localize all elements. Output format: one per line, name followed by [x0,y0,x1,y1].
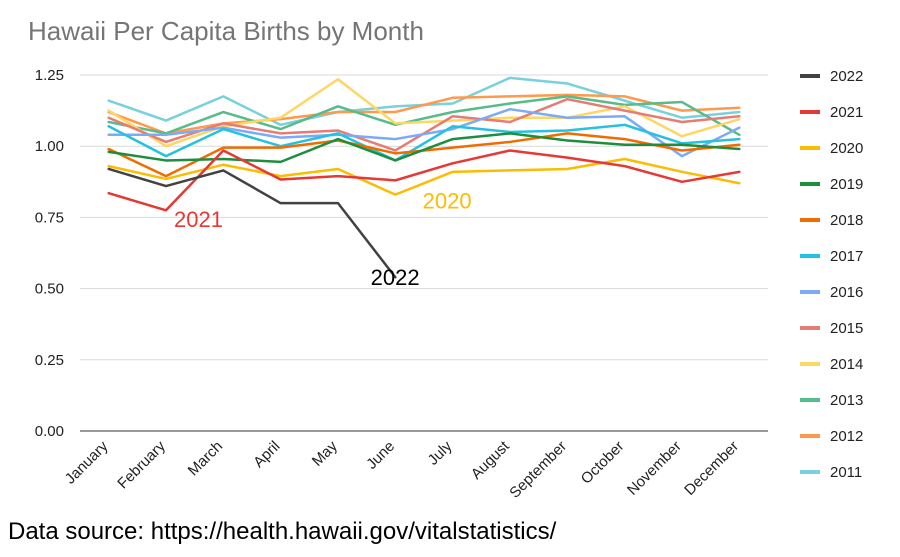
x-tick-label: July [425,437,456,468]
legend-label-2012: 2012 [830,428,863,445]
x-tick-label: January [62,437,112,487]
y-axis-ticks: 0.00 0.25 0.50 0.75 1.00 1.25 [35,67,64,440]
y-tick-label: 0.50 [35,281,64,298]
x-tick-label: August [468,437,514,483]
y-tick-label: 0.75 [35,209,64,226]
legend-label-2014: 2014 [830,356,863,373]
annotation-2020: 2020 [423,188,472,213]
series-line-2013 [107,95,741,137]
chart-title: Hawaii Per Capita Births by Month [28,16,424,46]
annotations: 2021 2020 2022 [174,188,472,290]
x-tick-label: February [114,437,169,492]
series-line-2017 [107,123,741,162]
legend-label-2015: 2015 [830,320,863,337]
legend-label-2017: 2017 [830,248,863,265]
y-tick-label: 0.25 [35,352,64,369]
y-tick-label: 1.25 [35,67,64,84]
legend-label-2022: 2022 [830,68,863,85]
x-tick-label: November [624,438,685,499]
series-line-2014 [107,78,741,148]
legend-label-2016: 2016 [830,284,863,301]
y-tick-label: 1.00 [35,138,64,155]
series-line-2021 [107,149,741,212]
x-tick-label: December [681,438,742,499]
x-tick-label: June [363,438,398,473]
series-lines [107,76,741,279]
x-tick-label: April [250,438,283,471]
x-tick-label: May [309,437,341,469]
legend-label-2021: 2021 [830,104,863,121]
annotation-2021: 2021 [174,207,223,232]
series-line-2012 [107,93,741,135]
legend: 2022 2021 2020 2019 2018 2017 2016 2015 2014 2013… [800,68,863,481]
x-tick-label: September [506,438,570,502]
x-axis-ticks: January February March April May June July Augu… [62,437,742,501]
x-tick-label: October [578,438,628,488]
legend-label-2019: 2019 [830,176,863,193]
y-tick-label: 0.00 [35,423,64,440]
legend-label-2018: 2018 [830,212,863,229]
gridlines [80,74,768,432]
series-line-2020 [107,157,741,196]
legend-label-2020: 2020 [830,140,863,157]
data-source-note: Data source: https://health.hawaii.gov/v… [8,518,557,545]
annotation-2022: 2022 [371,265,420,290]
series-line-2022 [107,167,397,279]
series-line-2016 [107,107,741,158]
legend-label-2013: 2013 [830,392,863,409]
x-tick-label: March [185,438,226,479]
legend-label-2011: 2011 [830,464,862,481]
